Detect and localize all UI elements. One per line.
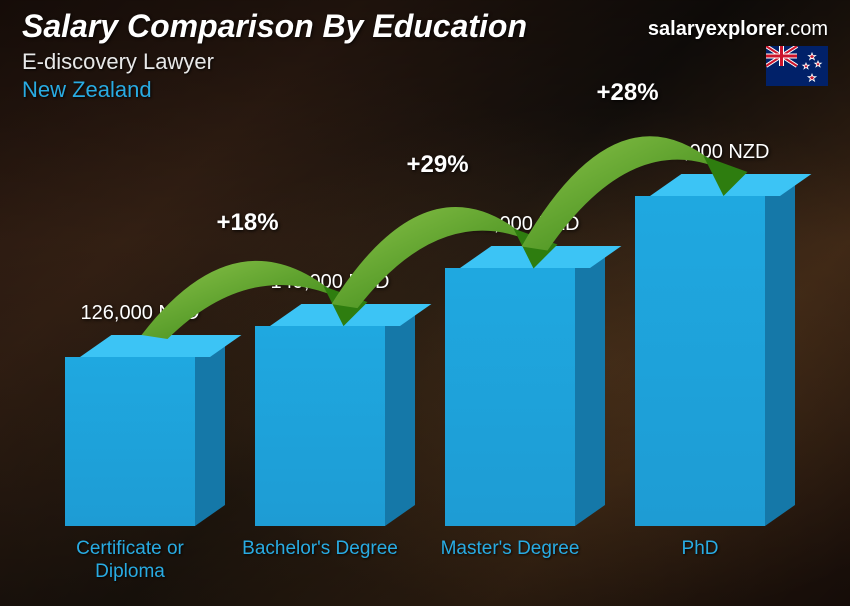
job-subtitle: E-discovery Lawyer xyxy=(22,49,828,75)
nz-flag-icon xyxy=(766,46,828,86)
bar-category-label: Certificate or Diploma xyxy=(40,538,220,584)
bar-category-label: PhD xyxy=(610,538,790,561)
brand-light: .com xyxy=(785,18,828,40)
location-label: New Zealand xyxy=(22,77,828,103)
increase-arc xyxy=(522,136,736,250)
arcs-layer xyxy=(55,126,795,526)
bar-category-label: Master's Degree xyxy=(420,538,600,561)
increase-arc xyxy=(332,207,546,308)
bar-category-label: Bachelor's Degree xyxy=(230,538,410,561)
salary-bar-chart: 126,000 NZDCertificate or Diploma149,000… xyxy=(55,126,795,526)
arrowhead-icon xyxy=(704,156,748,196)
increase-pct-label: +28% xyxy=(597,79,659,107)
brand-label: salaryexplorer.com xyxy=(648,18,828,41)
increase-arc xyxy=(142,261,356,339)
brand-bold: salaryexplorer xyxy=(648,18,785,40)
